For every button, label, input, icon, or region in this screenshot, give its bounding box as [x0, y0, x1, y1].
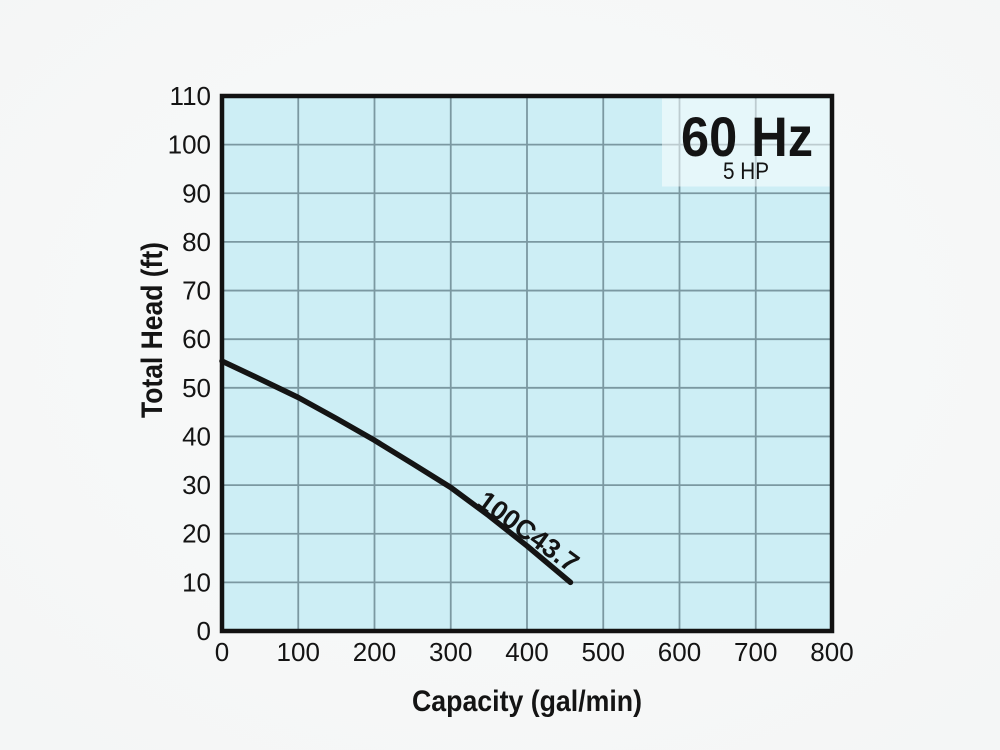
frequency-label: 60 Hz	[681, 105, 813, 168]
x-tick-label: 300	[429, 637, 472, 667]
x-tick-label: 100	[277, 637, 320, 667]
x-tick-label: 700	[734, 637, 777, 667]
x-tick-label: 500	[582, 637, 625, 667]
x-axis-title: Capacity (gal/min)	[412, 685, 642, 718]
x-axis-tick-labels: 0 100 200 300 400 500 600 700 800	[215, 637, 854, 667]
power-label: 5 HP	[723, 158, 769, 185]
y-tick-label: 50	[182, 373, 211, 403]
y-tick-label: 20	[182, 519, 211, 549]
x-tick-label: 400	[505, 637, 548, 667]
y-tick-label: 100	[168, 130, 211, 160]
x-tick-label: 200	[353, 637, 396, 667]
y-tick-label: 80	[182, 227, 211, 257]
y-tick-label: 0	[197, 616, 211, 646]
y-axis-tick-labels: 0 10 20 30 40 50 60 70 80 90 100 110	[168, 81, 211, 646]
y-tick-label: 60	[182, 324, 211, 354]
frequency-label-box	[662, 98, 830, 187]
pump-curve	[219, 358, 574, 586]
y-tick-label: 70	[182, 276, 211, 306]
y-tick-label: 10	[182, 567, 211, 597]
y-tick-label: 90	[182, 178, 211, 208]
x-tick-label: 800	[810, 637, 853, 667]
y-tick-label: 40	[182, 421, 211, 451]
y-axis-title: Total Head (ft)	[136, 242, 169, 418]
gridlines	[222, 96, 832, 631]
x-tick-label: 600	[658, 637, 701, 667]
plot-frame	[219, 93, 835, 634]
x-tick-label: 0	[215, 637, 229, 667]
y-tick-label: 110	[170, 81, 211, 111]
y-tick-label: 30	[182, 470, 211, 500]
